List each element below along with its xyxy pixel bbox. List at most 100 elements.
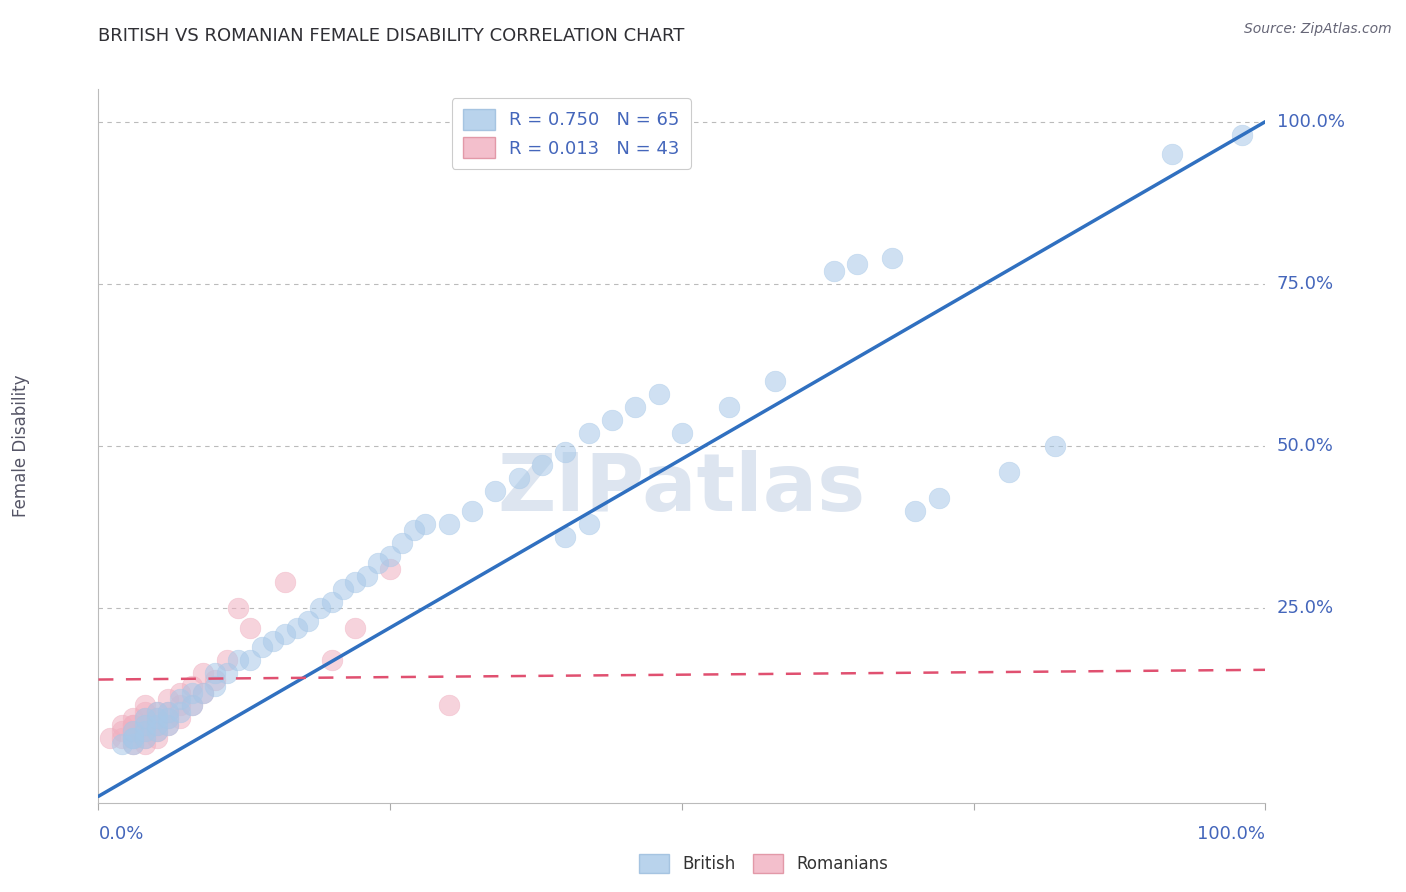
Point <box>508 471 530 485</box>
Point <box>134 698 156 713</box>
Point <box>157 692 180 706</box>
Point <box>845 257 868 271</box>
Point <box>122 731 145 745</box>
Text: 50.0%: 50.0% <box>1277 437 1333 455</box>
Point <box>344 621 367 635</box>
Point <box>134 738 156 752</box>
Point <box>122 724 145 739</box>
Point <box>997 465 1019 479</box>
Point <box>134 731 156 745</box>
Point <box>1230 128 1253 142</box>
Point <box>437 516 460 531</box>
Point <box>111 718 134 732</box>
Point <box>122 711 145 725</box>
Point <box>239 653 262 667</box>
Point <box>169 692 191 706</box>
Point <box>193 685 215 699</box>
Point <box>169 711 191 725</box>
Point <box>554 445 576 459</box>
Point <box>823 264 845 278</box>
Point <box>134 711 156 725</box>
Point <box>437 698 460 713</box>
Point <box>169 698 191 713</box>
Point <box>146 718 169 732</box>
Point <box>367 556 389 570</box>
Point <box>180 685 202 699</box>
Point <box>378 562 402 576</box>
Text: 75.0%: 75.0% <box>1277 275 1334 293</box>
Point <box>134 724 156 739</box>
Point <box>146 731 169 745</box>
Point <box>134 731 156 745</box>
Point <box>122 724 145 739</box>
Point <box>880 251 903 265</box>
Text: Female Disability: Female Disability <box>13 375 30 517</box>
Point <box>157 711 180 725</box>
Point <box>204 666 226 681</box>
Point <box>1045 439 1067 453</box>
Point <box>484 484 506 499</box>
Point <box>461 504 484 518</box>
Point <box>122 724 145 739</box>
Text: ZIPatlas: ZIPatlas <box>498 450 866 528</box>
Point <box>122 731 145 745</box>
Point <box>624 400 647 414</box>
Point <box>146 705 169 719</box>
Point <box>146 724 169 739</box>
Point <box>413 516 436 531</box>
Point <box>215 666 238 681</box>
Text: 100.0%: 100.0% <box>1198 825 1265 843</box>
Point <box>1161 147 1184 161</box>
Point <box>134 718 156 732</box>
Point <box>169 705 191 719</box>
Point <box>763 374 786 388</box>
Point <box>402 524 425 538</box>
Point <box>122 731 145 745</box>
Point <box>578 516 600 531</box>
Point <box>157 718 180 732</box>
Point <box>146 711 169 725</box>
Point <box>204 679 226 693</box>
Point <box>157 711 180 725</box>
Point <box>134 724 156 739</box>
Point <box>554 530 576 544</box>
Legend: British, Romanians: British, Romanians <box>633 847 894 880</box>
Point <box>122 718 145 732</box>
Point <box>228 601 250 615</box>
Point <box>111 731 134 745</box>
Point <box>122 738 145 752</box>
Point <box>146 711 169 725</box>
Point <box>332 582 354 596</box>
Point <box>228 653 250 667</box>
Point <box>344 575 367 590</box>
Point <box>215 653 238 667</box>
Text: 100.0%: 100.0% <box>1277 112 1344 130</box>
Point <box>321 595 343 609</box>
Point <box>239 621 262 635</box>
Point <box>122 738 145 752</box>
Point <box>356 568 378 582</box>
Point <box>904 504 927 518</box>
Point <box>578 425 600 440</box>
Point <box>193 666 215 681</box>
Point <box>717 400 740 414</box>
Point <box>157 705 180 719</box>
Point <box>111 724 134 739</box>
Point <box>274 627 297 641</box>
Point <box>262 633 284 648</box>
Point <box>134 711 156 725</box>
Point <box>309 601 332 615</box>
Point <box>98 731 121 745</box>
Point <box>204 673 226 687</box>
Point <box>321 653 343 667</box>
Point <box>134 705 156 719</box>
Point <box>671 425 693 440</box>
Point <box>530 458 553 473</box>
Point <box>122 718 145 732</box>
Point <box>274 575 297 590</box>
Point <box>285 621 308 635</box>
Point <box>297 614 319 628</box>
Point <box>391 536 413 550</box>
Point <box>111 738 134 752</box>
Point <box>647 387 669 401</box>
